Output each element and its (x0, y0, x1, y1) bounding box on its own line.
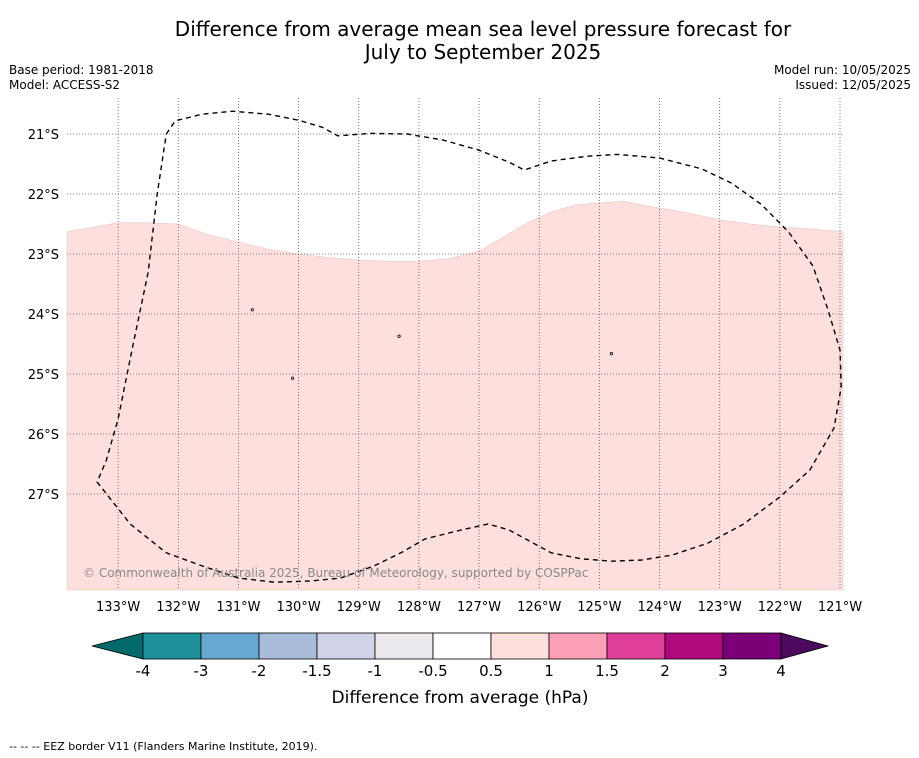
colorbar-swatch (374, 632, 434, 660)
colorbar-swatch (258, 632, 318, 660)
latitude-tick-label: 22°S (28, 188, 59, 203)
longitude-tick-label: 122°W (758, 600, 802, 615)
longitude-tick-label: 125°W (577, 600, 621, 615)
colorbar-tick-label: 0.5 (479, 662, 503, 680)
title-line-1: Difference from average mean sea level p… (174, 17, 792, 41)
chart-title: Difference from average mean sea level p… (0, 18, 919, 64)
colorbar-tick-label: -1.5 (302, 662, 331, 680)
base-period: Base period: 1981-2018 (9, 63, 154, 77)
meta-right: Model run: 10/05/2025 Issued: 12/05/2025 (774, 63, 911, 93)
latitude-tick-label: 27°S (28, 488, 59, 503)
colorbar-label: Difference from average (hPa) (332, 688, 589, 708)
longitude-tick-label: 132°W (156, 600, 200, 615)
title-line-2: July to September 2025 (364, 40, 602, 64)
colorbar-swatch (142, 632, 202, 660)
colorbar-tick-label: 4 (776, 662, 786, 680)
island-marker (397, 334, 401, 338)
longitude-tick-label: 130°W (277, 600, 321, 615)
longitude-tick-label: 128°W (397, 600, 441, 615)
longitude-tick-label: 131°W (216, 600, 260, 615)
colorbar-tick-label: 3 (718, 662, 728, 680)
colorbar-tick-label: -3 (194, 662, 209, 680)
colorbar-swatch (200, 632, 260, 660)
island-marker (250, 308, 254, 312)
model-run: Model run: 10/05/2025 (773, 63, 911, 77)
issued-date: Issued: 12/05/2025 (795, 78, 911, 92)
colorbar-swatch (316, 632, 376, 660)
colorbar-tick-label: -0.5 (418, 662, 447, 680)
colorbar-swatch (490, 632, 550, 660)
copyright-text: © Commonwealth of Australia 2025, Bureau… (83, 566, 588, 580)
longitude-tick-label: 127°W (457, 600, 501, 615)
longitude-tick-label: 121°W (818, 600, 862, 615)
colorbar-tick-label: 1.5 (595, 662, 619, 680)
colorbar-tick-label: 2 (660, 662, 670, 680)
colorbar-swatch (664, 632, 724, 660)
colorbar-tick-label: -2 (252, 662, 267, 680)
longitude-tick-label: 129°W (337, 600, 381, 615)
model-name: Model: ACCESS-S2 (9, 78, 121, 92)
latitude-tick-label: 26°S (28, 428, 59, 443)
map-layer: 133°W 132°W 131°W 130°W 129°W 128°W 127°W 126°W… (28, 98, 862, 615)
longitude-tick-label: 126°W (517, 600, 561, 615)
latitude-tick-label: 24°S (28, 308, 59, 323)
island-marker (290, 376, 295, 380)
colorbar-low-extend (91, 632, 144, 660)
latitude-tick-label: 25°S (28, 368, 59, 383)
latitude-tick-label: 21°S (28, 128, 59, 143)
eez-footnote: -- -- -- EEZ border V11 (Flanders Marine… (9, 740, 318, 753)
colorbar-swatch (432, 632, 492, 660)
shaded-anomaly-region (66, 200, 844, 591)
island-marker (609, 351, 614, 356)
colorbar-high-extend (780, 632, 830, 660)
colorbar: -4 -3 -2 -1.5 -1 -0.5 0.5 1 1.5 2 3 4 Difference fro… (91, 632, 830, 708)
colorbar-swatch (722, 632, 782, 660)
longitude-tick-label: 123°W (698, 600, 742, 615)
colorbar-tick-label: -4 (136, 662, 151, 680)
colorbar-tick-label: -1 (368, 662, 383, 680)
longitude-tick-label: 133°W (96, 600, 140, 615)
meta-left: Base period: 1981-2018 Model: ACCESS-S2 (9, 63, 154, 93)
latitude-tick-label: 23°S (28, 248, 59, 263)
colorbar-tick-label: 1 (544, 662, 554, 680)
colorbar-swatch (548, 632, 608, 660)
longitude-tick-label: 124°W (637, 600, 681, 615)
colorbar-swatch (606, 632, 666, 660)
eez-border (96, 110, 842, 583)
